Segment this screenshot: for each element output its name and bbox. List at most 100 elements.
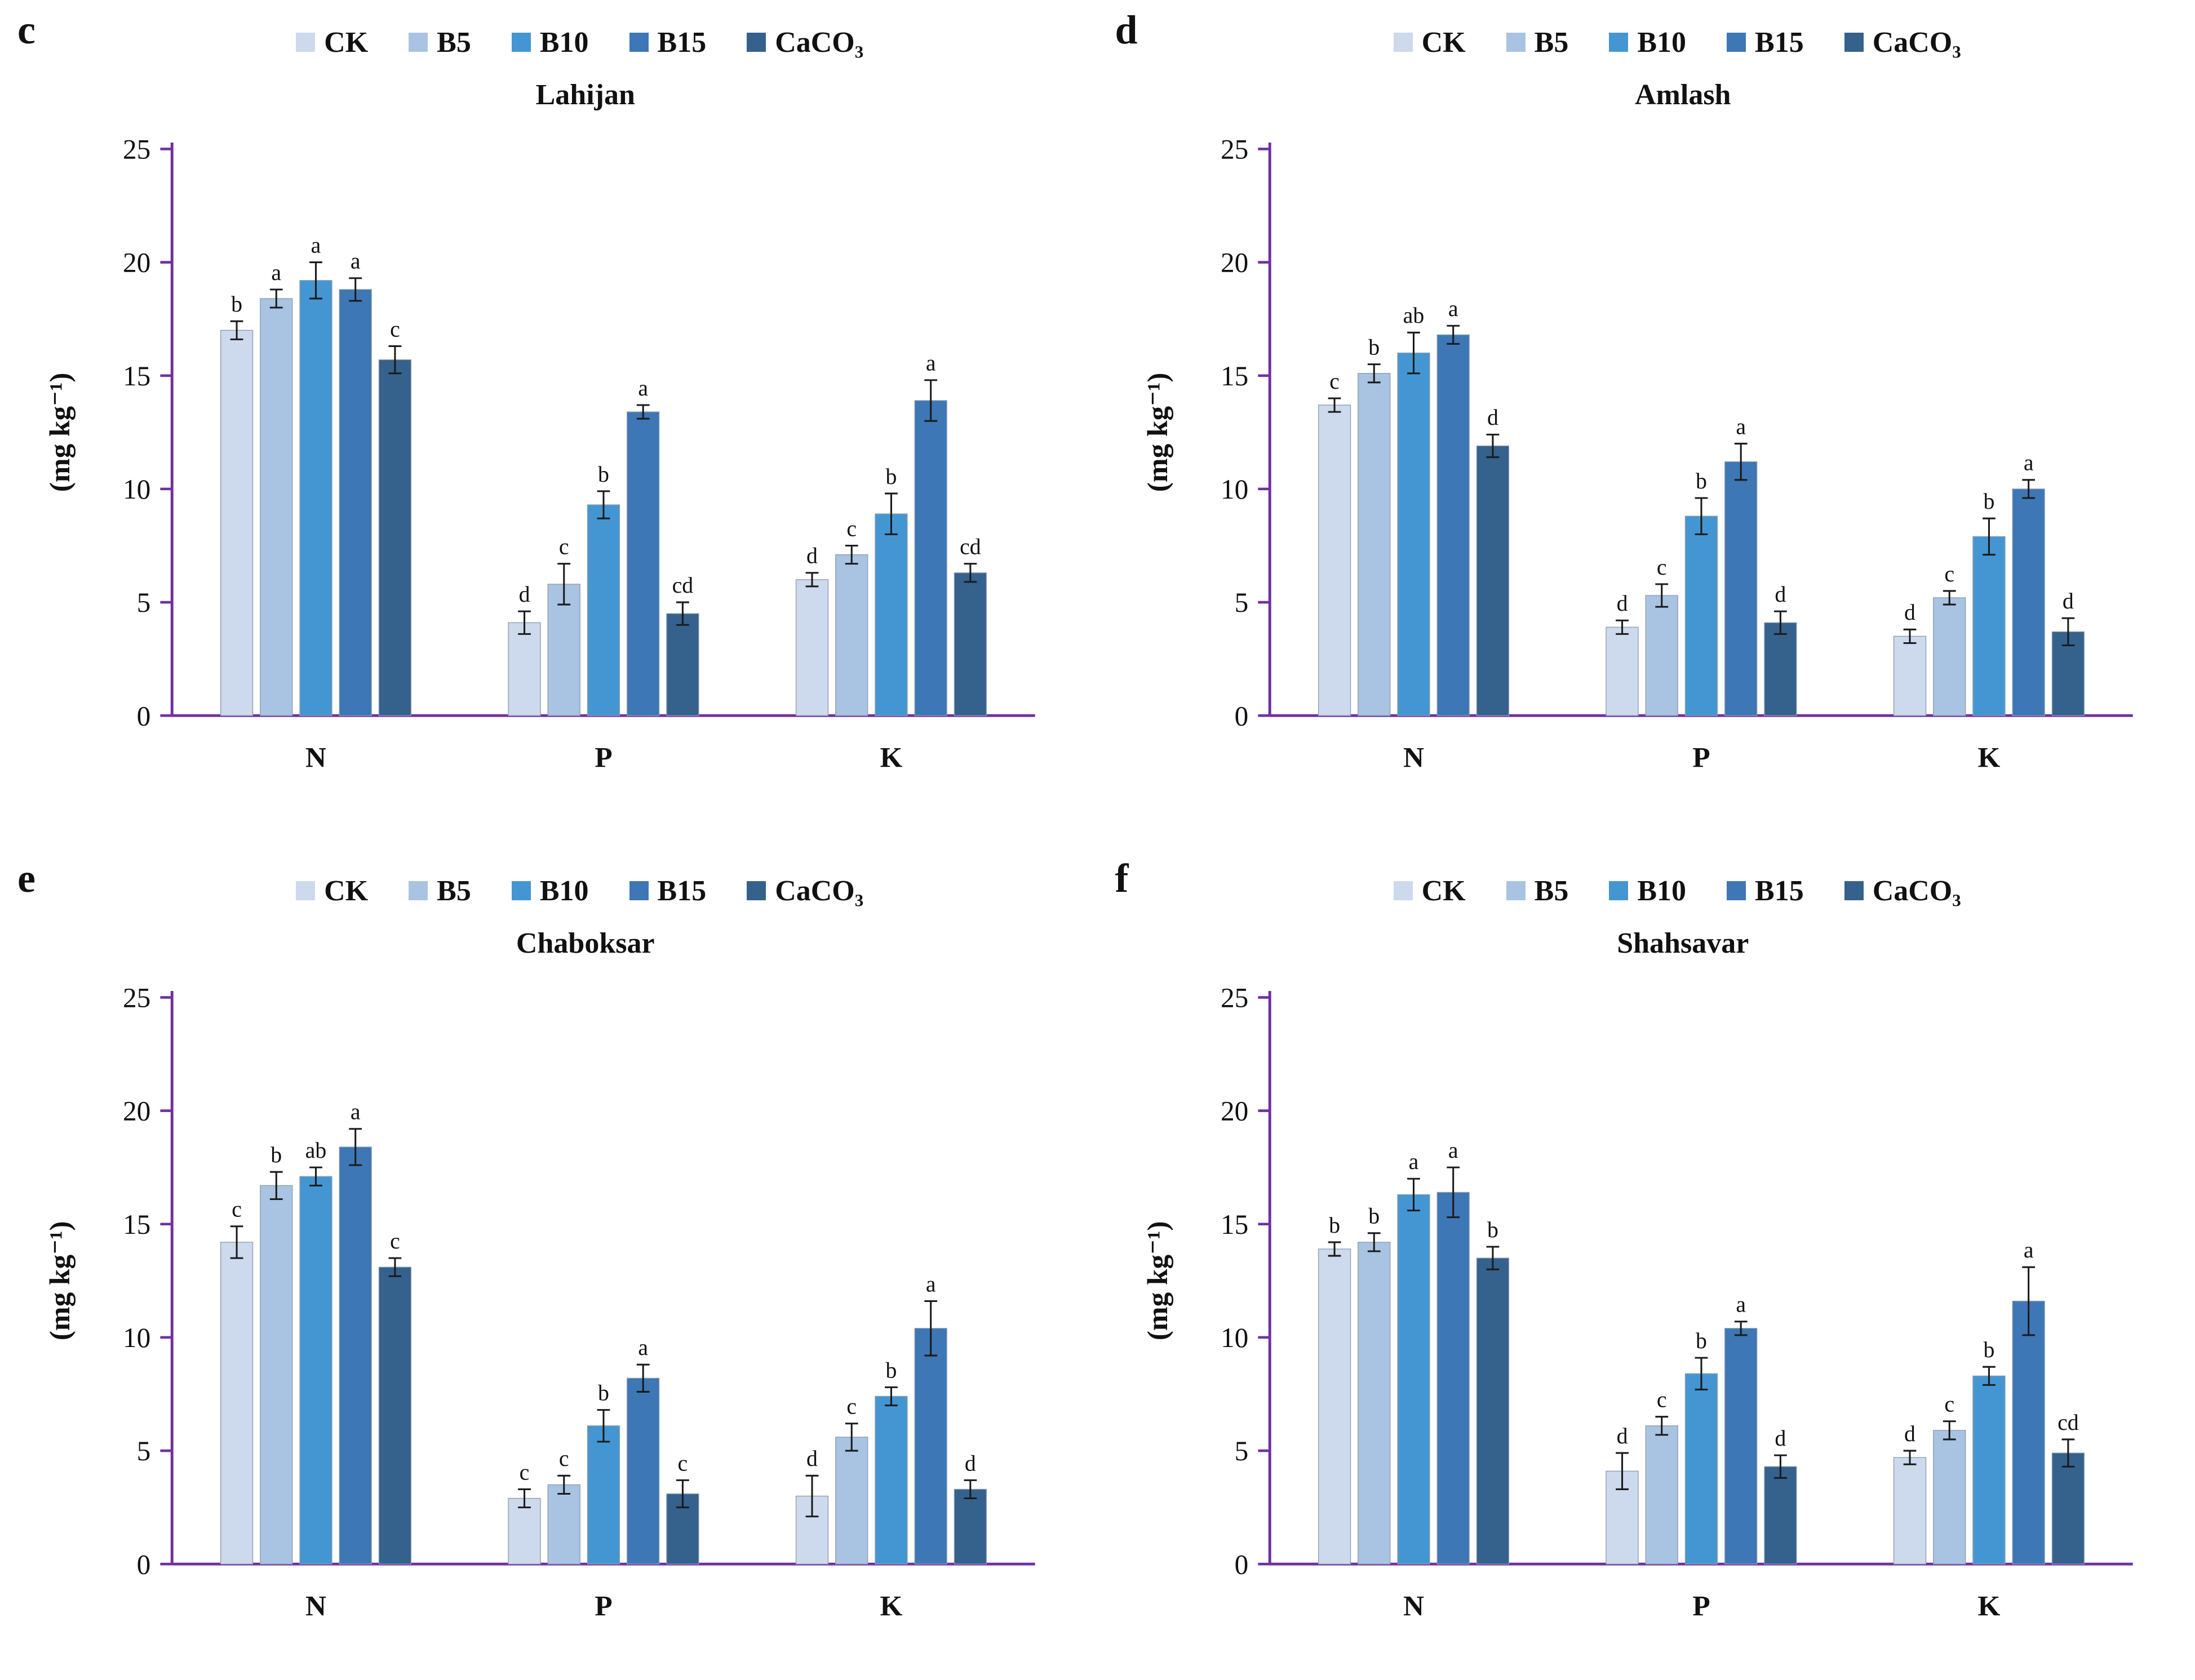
bar-B5-K [1932,1430,1966,1565]
significance-letter: c [390,316,400,341]
legend-item-CaCO₃: CaCO₃ [747,874,863,908]
significance-letter: d [1616,1423,1628,1448]
bar-B5-K [835,554,868,716]
bar-B15-N [1436,1192,1470,1565]
significance-letter: d [1904,1421,1915,1446]
bar-B10-N [299,1176,332,1565]
legend-item-B15: B15 [1727,874,1804,908]
y-tick-label: 15 [123,1209,150,1240]
legend-item-CK: CK [1393,874,1466,908]
bar-B5-N [1357,373,1390,716]
significance-letter: a [1448,296,1458,321]
legend-item-B10: B10 [511,874,589,908]
bar-CaCO₃-K [2051,1452,2085,1565]
legend-swatch [747,881,766,900]
significance-letter: a [351,1099,361,1125]
significance-letter: b [231,291,242,317]
y-tick-label: 10 [1220,474,1248,505]
significance-letter: d [519,581,530,607]
bar-B10-P [1684,1373,1718,1565]
bar-B5-P [547,584,580,716]
legend: CK B5 B10 B15 CaCO₃ [223,874,863,908]
bar-B5-P [1645,1425,1678,1565]
y-tick-label: 25 [1220,982,1248,1013]
legend-swatch [511,881,531,900]
significance-letter: a [1736,414,1746,439]
significance-letter: c [559,1446,569,1471]
legend-item-B5: B5 [409,26,471,59]
bar-CaCO₃-N [378,1266,412,1565]
significance-letter: d [806,543,818,568]
bar-B15-P [627,411,660,716]
significance-letter: c [1656,554,1666,580]
x-category-label-P: P [595,1590,612,1622]
bar-CK-N [1318,405,1351,716]
bar-CaCO₃-K [954,1488,987,1565]
significance-letter: c [232,1197,242,1222]
legend-swatch [1727,881,1746,900]
legend-item-CK: CK [296,874,368,908]
legend-label: B5 [1534,874,1569,907]
bar-B10-N [1396,352,1430,716]
legend-label: B15 [657,26,707,59]
bar-B5-P [547,1484,580,1565]
legend-item-B15: B15 [1727,26,1804,59]
significance-letter: ab [1403,303,1424,328]
significance-letter: a [1736,1292,1746,1317]
significance-letter: b [1329,1212,1340,1238]
legend-swatch [409,33,428,52]
significance-letter: a [926,350,936,376]
x-category-label-N: N [1403,1590,1424,1622]
significance-letter: a [271,260,281,285]
significance-letter: a [1408,1149,1418,1174]
bar-B15-K [914,1328,947,1565]
y-tick-label: 15 [1220,1209,1248,1240]
bar-CK-P [1605,626,1639,716]
bar-B10-K [1972,1375,2006,1565]
y-axis-label: (mg kg⁻¹) [44,372,76,492]
panel-c-lahijan: c CK B5 B10 B15 CaCO₃ Lahijan (mg kg⁻¹) 0 5 10 1… [14,10,1072,812]
chart-title: Chaboksar [516,927,655,959]
significance-letter: a [638,1335,648,1360]
legend-item-B15: B15 [629,26,707,59]
legend-swatch [1844,33,1864,52]
legend-item-CaCO₃: CaCO₃ [747,26,863,59]
legend-label: B5 [1534,26,1569,59]
legend-swatch [511,33,531,52]
bar-CK-K [1893,635,1926,716]
bar-B10-K [875,1395,908,1565]
legend-swatch [1609,33,1629,52]
y-tick-label: 5 [137,1435,151,1466]
x-category-label-K: K [1977,1590,2000,1622]
x-category-label-N: N [305,1590,326,1622]
legend-swatch [1506,33,1526,52]
bar-B15-N [339,289,372,716]
significance-letter: c [678,1450,688,1475]
x-category-label-P: P [1692,741,1710,774]
legend-swatch [629,881,649,900]
bar-B5-N [260,1185,293,1565]
legend-swatch [1506,881,1526,900]
y-tick-label: 10 [123,1322,150,1353]
bar-B10-P [1684,515,1718,716]
bar-B10-P [587,504,620,716]
bar-B15-K [2012,488,2045,716]
panel-f-shahsavar: f CK B5 B10 B15 CaCO₃ Shahsavar (mg kg⁻¹) 0 5 1… [1112,858,2170,1660]
bar-B15-P [627,1377,660,1565]
x-category-label-N: N [305,741,326,774]
legend-label: B10 [1637,874,1687,907]
legend-swatch [1609,881,1629,900]
bar-B15-K [2012,1300,2045,1565]
bar-B5-N [1357,1242,1390,1565]
significance-letter: c [1329,368,1340,394]
y-axis-label: (mg kg⁻¹) [1142,1221,1174,1340]
bar-CaCO₃-N [1476,1257,1509,1565]
legend-label: B5 [437,26,471,59]
legend-label: CK [324,26,369,59]
bar-B10-N [299,280,332,716]
y-tick-label: 10 [123,474,150,505]
